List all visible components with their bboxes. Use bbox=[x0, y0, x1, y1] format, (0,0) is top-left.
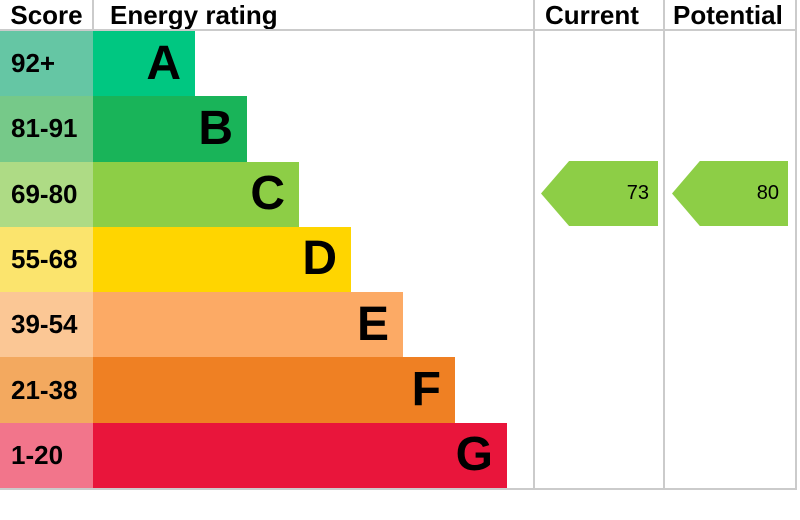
current-rating-value: 73 bbox=[626, 182, 649, 204]
score-cell-d: 55-68 bbox=[0, 226, 93, 293]
potential-rating-arrow: 80 bbox=[672, 161, 788, 226]
score-cell-g: 1-20 bbox=[0, 422, 93, 488]
potential-rating-value: 80 bbox=[756, 182, 779, 204]
band-row-d: 55-68 D bbox=[0, 226, 533, 293]
score-range-c: 69-80 bbox=[11, 178, 78, 209]
band-rows: 92+ A 81-91 B 69-80 C 55-68 bbox=[0, 31, 533, 488]
potential-column-header: Potential bbox=[673, 0, 783, 30]
score-range-e: 39-54 bbox=[11, 309, 78, 340]
score-cell-a: 92+ bbox=[0, 31, 93, 97]
band-row-c: 69-80 C bbox=[0, 161, 533, 227]
energy-current-divider-line bbox=[533, 0, 535, 490]
score-energy-divider-line bbox=[92, 0, 94, 29]
score-range-a: 92+ bbox=[11, 48, 56, 79]
band-row-e: 39-54 E bbox=[0, 292, 533, 358]
score-cell-c: 69-80 bbox=[0, 161, 93, 227]
band-row-f: 21-38 F bbox=[0, 357, 533, 423]
current-potential-divider-line bbox=[663, 0, 665, 490]
right-border-line bbox=[795, 0, 797, 490]
score-cell-f: 21-38 bbox=[0, 357, 93, 423]
band-row-g: 1-20 G bbox=[0, 422, 533, 488]
band-row-a: 92+ A bbox=[0, 31, 533, 97]
score-range-d: 55-68 bbox=[11, 243, 78, 274]
band-letter-d: D bbox=[302, 232, 337, 286]
current-rating-arrow: 73 bbox=[541, 161, 658, 226]
score-column-header: Score bbox=[10, 0, 83, 30]
header-divider-line bbox=[0, 29, 797, 31]
band-letter-g: G bbox=[455, 428, 493, 482]
band-bar-g: G bbox=[93, 422, 507, 488]
score-range-f: 21-38 bbox=[11, 374, 78, 405]
band-letter-b: B bbox=[198, 101, 233, 155]
band-bar-a: A bbox=[93, 31, 195, 97]
band-letter-f: F bbox=[411, 363, 441, 417]
band-letter-e: E bbox=[356, 297, 389, 351]
band-bar-e: E bbox=[93, 292, 403, 358]
score-cell-e: 39-54 bbox=[0, 292, 93, 358]
band-letter-a: A bbox=[146, 36, 181, 90]
band-row-b: 81-91 B bbox=[0, 96, 533, 162]
band-bar-b: B bbox=[93, 96, 247, 162]
score-range-b: 81-91 bbox=[11, 113, 78, 144]
bottom-border-line bbox=[0, 488, 797, 490]
band-letter-c: C bbox=[250, 167, 285, 221]
current-column-header: Current bbox=[545, 0, 639, 30]
band-bar-d: D bbox=[93, 226, 351, 293]
band-bar-c: C bbox=[93, 161, 299, 227]
energy-rating-column-header: Energy rating bbox=[110, 0, 278, 30]
band-bar-f: F bbox=[93, 357, 455, 423]
score-cell-b: 81-91 bbox=[0, 96, 93, 162]
score-range-g: 1-20 bbox=[11, 439, 64, 470]
